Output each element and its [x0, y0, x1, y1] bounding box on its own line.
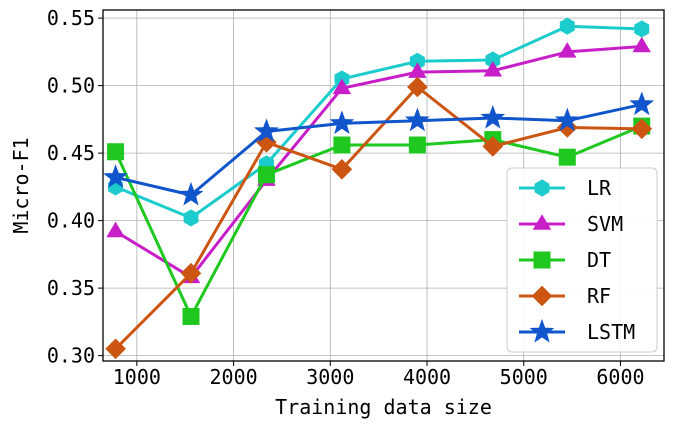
legend-marker-lstm: [529, 318, 555, 343]
legend-marker-rf: [531, 285, 553, 307]
data-point-lstm: [254, 118, 279, 143]
data-point-svm: [558, 42, 577, 58]
legend-marker-dt: [533, 251, 551, 269]
y-axis: 0.30 0.35 0.40 0.45 0.50 0.55: [47, 6, 103, 368]
y-tick-label: 0.55: [47, 6, 95, 30]
data-point-lstm: [178, 181, 204, 206]
legend-label-rf: RF: [587, 284, 611, 308]
series-line-lstm: [115, 103, 643, 197]
data-point-lr: [183, 209, 199, 227]
legend-item-dt: DT: [519, 248, 611, 272]
data-point-rf: [482, 136, 504, 157]
data-point-svm: [632, 36, 651, 53]
y-tick-label: 0.50: [47, 74, 95, 98]
data-point-dt: [333, 136, 351, 154]
plot-frame: [102, 9, 665, 362]
data-point-rf: [407, 76, 428, 98]
data-point-rf: [331, 158, 353, 180]
legend-item-lstm: LSTM: [519, 318, 635, 344]
y-axis-label: Micro-F1: [9, 137, 33, 233]
data-point-lstm: [103, 164, 128, 188]
data-point-lr: [559, 17, 575, 35]
x-axis-label: Training data size: [275, 395, 492, 419]
data-point-dt: [107, 143, 125, 161]
data-point-rf: [180, 262, 202, 284]
data-point-lstm: [554, 107, 580, 132]
data-point-lstm: [329, 110, 355, 134]
data-point-svm: [483, 61, 503, 77]
legend-label-svm: SVM: [587, 212, 623, 236]
x-tick-label: 3000: [306, 365, 354, 389]
series-line-svm: [114, 45, 642, 279]
data-point-dt: [257, 166, 275, 184]
y-tick-label: 0.45: [47, 141, 95, 165]
x-tick-label: 5000: [500, 365, 548, 389]
y-tick-label: 0.35: [47, 276, 95, 300]
data-point-svm: [332, 78, 352, 95]
data-point-svm: [106, 221, 125, 238]
legend-label-lstm: LSTM: [587, 320, 635, 344]
legend-item-rf: RF: [519, 284, 611, 308]
data-point-lstm: [480, 104, 506, 129]
legend-marker-lr: [534, 179, 550, 197]
legend-item-svm: SVM: [519, 212, 623, 236]
legend-box: [506, 167, 658, 353]
data-point-dt: [182, 307, 200, 325]
series-line-rf: [114, 85, 642, 350]
legend-item-lr: LR: [519, 176, 612, 200]
data-point-lstm: [404, 107, 430, 132]
x-tick-label: 4000: [403, 365, 451, 389]
data-point-rf: [105, 338, 126, 360]
series-line-dt: [114, 124, 643, 318]
legend-label-lr: LR: [587, 176, 612, 200]
x-axis: 1000 2000 3000 4000 5000 6000: [113, 361, 645, 389]
x-tick-label: 1000: [113, 365, 161, 389]
legend-marker-svm: [532, 214, 552, 230]
data-point-rf: [631, 118, 653, 140]
y-tick-label: 0.30: [47, 344, 95, 368]
data-point-dt: [408, 136, 426, 154]
series-layer: [103, 17, 655, 360]
y-tick-label: 0.40: [47, 209, 95, 233]
legend-label-dt: DT: [587, 248, 611, 272]
series-line-lr: [115, 24, 642, 220]
series-rf: [105, 76, 653, 360]
x-tick-label: 2000: [209, 365, 257, 389]
data-point-dt: [558, 148, 576, 166]
legend: LR SVM DT RF LSTM: [506, 167, 658, 353]
series-lstm: [103, 91, 655, 206]
data-point-lr: [634, 20, 650, 38]
x-tick-label: 6000: [596, 365, 644, 389]
data-point-lstm: [629, 91, 655, 116]
